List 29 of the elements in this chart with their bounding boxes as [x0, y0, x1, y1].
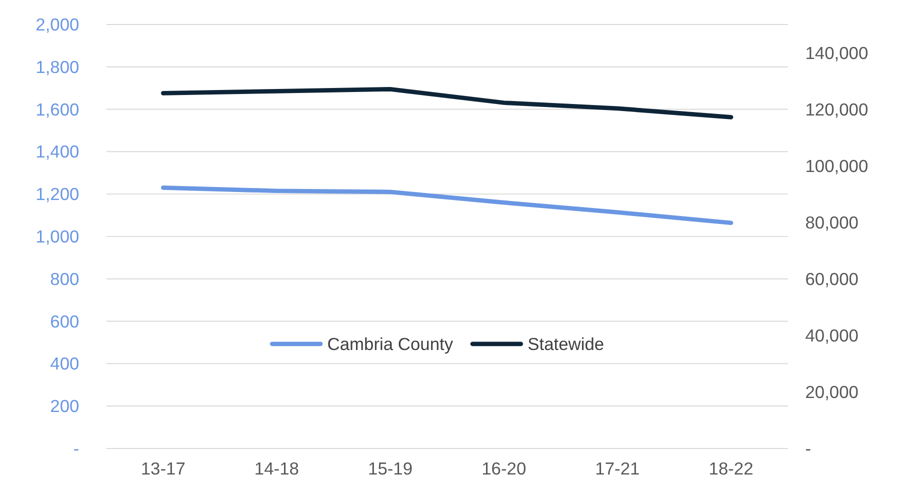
y2-tick-label: 20,000 — [805, 382, 858, 402]
y-tick-label: - — [73, 438, 80, 459]
y2-tick-label: 100,000 — [805, 156, 868, 176]
y2-tick-label: 60,000 — [805, 268, 858, 289]
y2-tick-label: 80,000 — [805, 212, 858, 232]
y2-tick-label: 140,000 — [805, 42, 868, 63]
y-tick-label: 1,400 — [36, 142, 80, 162]
y2-tick-label: - — [805, 438, 812, 459]
line-series — [160, 87, 734, 120]
y-tick-label: 1,800 — [36, 56, 80, 77]
legend-label: Statewide — [528, 334, 604, 354]
y-tick-label: 600 — [50, 311, 80, 332]
x-tick-label: 17-21 — [595, 458, 640, 479]
y-tick-label: 1,200 — [36, 184, 80, 204]
y-tick-label: 400 — [50, 354, 80, 374]
x-tick-label: 14-18 — [254, 458, 299, 479]
y-tick-label: 200 — [50, 396, 80, 416]
y-tick-label: 1,600 — [36, 99, 80, 120]
line-series — [160, 186, 734, 226]
y-tick-label: 2,000 — [36, 14, 80, 35]
x-tick-label: 18-22 — [708, 458, 754, 479]
y-tick-label: 800 — [50, 268, 80, 289]
legend-label: Cambria County — [327, 334, 454, 354]
y2-tick-label: 120,000 — [805, 99, 868, 120]
y2-tick-label: 40,000 — [805, 325, 858, 346]
x-tick-label: 16-20 — [482, 458, 526, 479]
x-tick-label: 15-19 — [368, 458, 413, 479]
x-tick-label: 13-17 — [140, 458, 186, 479]
y-tick-label: 1,000 — [36, 226, 80, 247]
